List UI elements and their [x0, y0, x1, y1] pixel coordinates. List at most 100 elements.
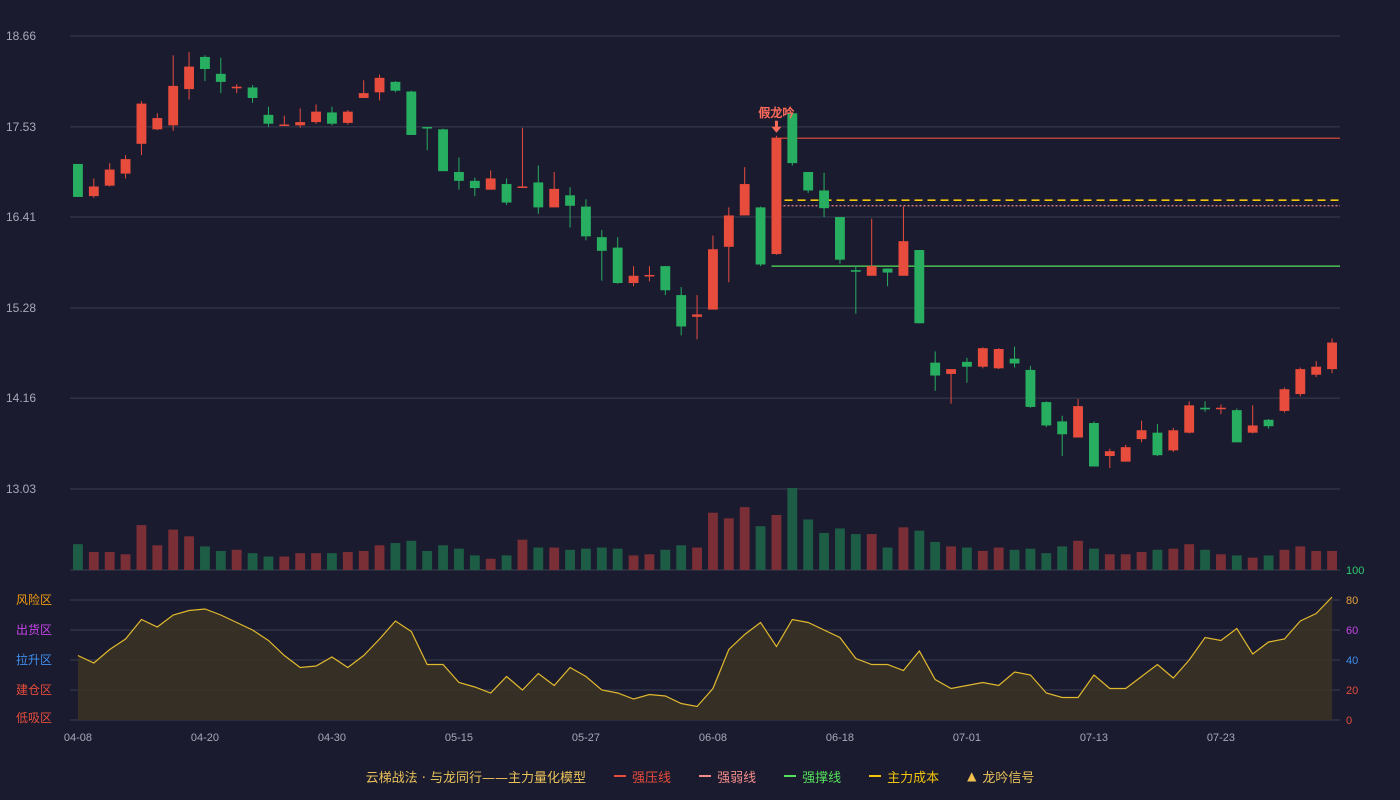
candle-body [835, 217, 845, 260]
price-tick-label: 13.03 [6, 482, 36, 496]
volume-bar [946, 546, 956, 570]
candle-body [152, 118, 163, 130]
indicator-area [77, 597, 1333, 720]
volume-bar [438, 545, 448, 570]
volume-bar [73, 544, 83, 570]
signal-label: 假龙吟 [758, 105, 794, 120]
volume-bar [1247, 557, 1258, 570]
candle-body [342, 111, 353, 123]
candle-body [390, 81, 401, 91]
candle-body [771, 138, 782, 255]
candle-body [882, 268, 893, 273]
candle-body [1041, 402, 1052, 426]
volume-bar [755, 526, 766, 570]
axis-labels: 18.66 17.53 16.41 15.28 14.16 13.03 100 80 60 40 2… [6, 29, 1364, 744]
volume-bar [485, 558, 496, 570]
candle-body [1279, 389, 1290, 411]
candle-body [596, 237, 607, 251]
zone-label: 风险区 [16, 592, 52, 607]
candle-body [1295, 369, 1306, 395]
volume-bar [676, 545, 687, 570]
candle-body [962, 361, 972, 367]
volume-bar [374, 545, 385, 570]
candle-body [279, 124, 290, 127]
volume-bar [692, 547, 702, 570]
candle-body [73, 163, 83, 197]
date-tick-label: 04-20 [191, 732, 219, 744]
price-tick-label: 18.66 [6, 29, 36, 43]
legend-swatch-cost [869, 775, 882, 777]
volume-bar [787, 488, 798, 570]
volume-bar [517, 539, 528, 570]
legend-label-strength: 强弱线 [717, 770, 757, 786]
candle-body [819, 190, 829, 209]
legend-item-support[interactable]: 强撑线 [784, 767, 841, 786]
legend-item-resistance[interactable]: 强压线 [614, 767, 671, 786]
date-tick-label: 04-08 [64, 732, 92, 744]
candle-body [866, 266, 877, 276]
volume-bar [327, 553, 337, 570]
volume-bar [295, 553, 306, 570]
candle-body [1009, 358, 1020, 364]
volume-bar [660, 549, 671, 570]
volume-bars [73, 488, 1337, 570]
candle-body [723, 215, 734, 247]
volume-bar [263, 556, 274, 570]
candle-body [977, 348, 988, 367]
candle-body [1089, 423, 1099, 467]
date-tick-label: 04-30 [318, 732, 346, 744]
legend-swatch-resistance [614, 775, 627, 777]
candle-body [549, 188, 560, 208]
indicator-line [77, 596, 1333, 708]
legend-item-cost[interactable]: 主力成本 [869, 767, 939, 786]
legend-label-resistance: 强压线 [632, 770, 672, 786]
volume-bar [1041, 553, 1052, 570]
volume-bar [581, 548, 591, 570]
legend-item-signal[interactable]: ▲ 龙吟信号 [967, 767, 1034, 786]
candle-body [422, 126, 433, 129]
candle-body [1216, 407, 1226, 410]
candle-body [533, 182, 544, 208]
indicator-tick-label: 40 [1346, 655, 1358, 667]
volume-bar [1168, 548, 1179, 570]
candle-body [215, 73, 226, 82]
legend-swatch-support [784, 775, 797, 777]
volume-bar [120, 554, 131, 570]
candle-body [930, 362, 941, 376]
date-tick-label: 05-15 [445, 732, 473, 744]
candle-body [485, 178, 496, 190]
volume-bar [390, 543, 401, 570]
indicator-tick-label: 0 [1346, 715, 1352, 727]
volume-bar [882, 547, 893, 570]
price-tick-label: 14.16 [6, 391, 36, 405]
zone-label: 建仓区 [16, 683, 52, 697]
candle-body [469, 180, 480, 189]
volume-bar [1279, 549, 1290, 570]
volume-bar [406, 540, 417, 570]
volume-bar [1073, 540, 1083, 570]
date-tick-label: 07-13 [1080, 732, 1108, 744]
date-tick-label: 06-08 [699, 732, 727, 744]
volume-bar [914, 530, 925, 570]
candle-body [628, 275, 639, 284]
volume-bar [1057, 546, 1068, 570]
candle-body [739, 184, 750, 216]
volume-bar [835, 528, 845, 570]
candle-body [1168, 430, 1179, 451]
candle-body [1025, 369, 1036, 407]
volume-bar [644, 554, 655, 570]
legend-item-strength[interactable]: 强弱线 [699, 767, 756, 786]
candle-body [1247, 425, 1258, 433]
volume-bar [1295, 546, 1306, 570]
candle-body [565, 195, 575, 206]
arrow-down-icon [771, 120, 782, 133]
volume-bar [803, 519, 814, 570]
candle-body [311, 111, 321, 123]
volume-bar [771, 514, 782, 570]
legend-model-label: 云梯战法 · 与龙同行——主力量化模型 [365, 770, 587, 786]
volume-bar [708, 512, 718, 570]
candle-body [1184, 405, 1195, 433]
candle-body [358, 93, 369, 98]
date-tick-label: 07-01 [953, 732, 981, 744]
